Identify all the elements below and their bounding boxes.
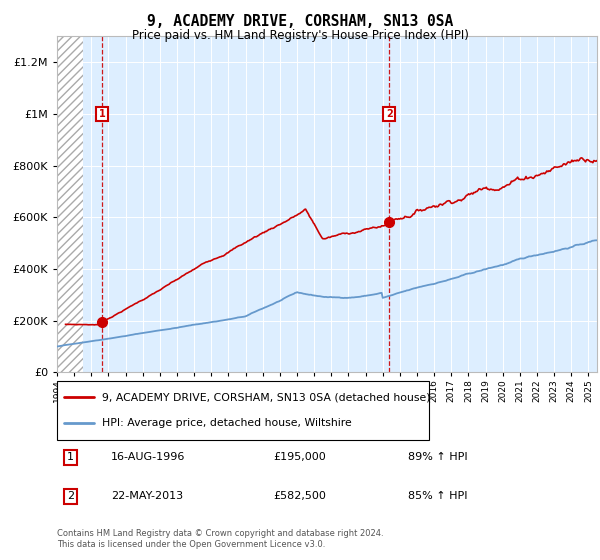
Text: 22-MAY-2013: 22-MAY-2013 bbox=[111, 492, 183, 501]
Text: £582,500: £582,500 bbox=[273, 492, 326, 501]
Text: 89% ↑ HPI: 89% ↑ HPI bbox=[408, 452, 467, 463]
Text: 1: 1 bbox=[67, 452, 74, 463]
Text: 1: 1 bbox=[98, 109, 105, 119]
Text: £195,000: £195,000 bbox=[273, 452, 326, 463]
Text: 16-AUG-1996: 16-AUG-1996 bbox=[111, 452, 185, 463]
Text: HPI: Average price, detached house, Wiltshire: HPI: Average price, detached house, Wilt… bbox=[101, 418, 352, 428]
Text: 85% ↑ HPI: 85% ↑ HPI bbox=[408, 492, 467, 501]
Text: 9, ACADEMY DRIVE, CORSHAM, SN13 0SA: 9, ACADEMY DRIVE, CORSHAM, SN13 0SA bbox=[147, 14, 453, 29]
FancyBboxPatch shape bbox=[57, 381, 429, 440]
Text: 9, ACADEMY DRIVE, CORSHAM, SN13 0SA (detached house): 9, ACADEMY DRIVE, CORSHAM, SN13 0SA (det… bbox=[101, 392, 430, 402]
Text: 2: 2 bbox=[386, 109, 392, 119]
Text: Price paid vs. HM Land Registry's House Price Index (HPI): Price paid vs. HM Land Registry's House … bbox=[131, 29, 469, 42]
Bar bbox=[57, 36, 83, 372]
Text: 2: 2 bbox=[67, 492, 74, 501]
Text: Contains HM Land Registry data © Crown copyright and database right 2024.
This d: Contains HM Land Registry data © Crown c… bbox=[57, 529, 383, 549]
